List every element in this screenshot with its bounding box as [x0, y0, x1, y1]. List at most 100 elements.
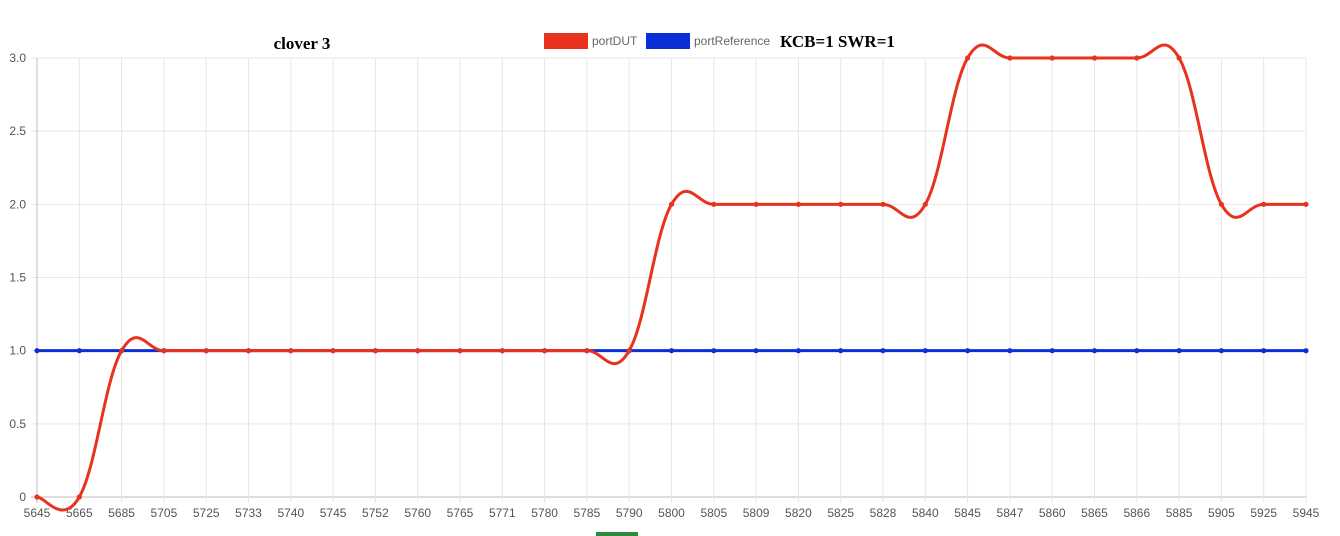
y-tick-label: 2.0 — [9, 197, 26, 211]
data-point-portreference — [1007, 348, 1013, 354]
data-point-portdut — [795, 201, 802, 207]
y-axis: 0 0.5 1.0 1.5 2.0 2.5 3.0 — [9, 51, 26, 504]
x-tick-label: 5828 — [870, 506, 897, 520]
data-point-portreference — [1303, 348, 1309, 354]
x-tick-label: 5725 — [193, 506, 220, 520]
grid — [31, 57, 1307, 503]
data-point-portdut — [965, 55, 971, 61]
data-point-portdut — [1218, 201, 1224, 207]
x-tick-label: 5745 — [320, 506, 347, 520]
data-point-portdut — [1176, 55, 1182, 61]
data-point-portdut — [753, 201, 759, 207]
data-point-portdut — [330, 348, 336, 354]
data-point-portreference — [795, 348, 802, 354]
legend: portDUT portReference — [544, 33, 770, 49]
data-point-portdut — [245, 348, 252, 354]
x-tick-label: 5733 — [235, 506, 262, 520]
data-point-portdut — [372, 348, 378, 354]
data-point-portdut — [542, 348, 548, 354]
x-tick-label: 5780 — [531, 506, 558, 520]
legend-swatch-portreference[interactable] — [646, 33, 690, 49]
data-point-portdut — [584, 348, 590, 354]
data-point-portdut — [76, 494, 82, 500]
x-tick-label: 5809 — [743, 506, 770, 520]
x-tick-label: 5825 — [827, 506, 854, 520]
data-point-portreference — [34, 348, 40, 354]
x-tick-label: 5840 — [912, 506, 939, 520]
data-point-portreference — [753, 348, 759, 354]
x-tick-label: 5765 — [447, 506, 474, 520]
x-tick-label: 5847 — [997, 506, 1024, 520]
data-point-portreference — [922, 348, 928, 354]
series-points — [34, 55, 1309, 500]
data-point-portdut — [838, 201, 844, 207]
data-point-portdut — [1261, 201, 1267, 207]
x-tick-label: 5665 — [66, 506, 93, 520]
series-line-portdut — [36, 43, 1306, 512]
x-tick-label: 5866 — [1123, 506, 1150, 520]
data-point-portreference — [1049, 348, 1055, 354]
legend-swatch-portdut[interactable] — [544, 33, 588, 49]
data-point-portreference — [1218, 348, 1224, 354]
x-tick-label: 5860 — [1039, 506, 1066, 520]
legend-label-portreference[interactable]: portReference — [694, 34, 770, 48]
data-point-portreference — [76, 348, 82, 354]
x-tick-label: 5685 — [108, 506, 135, 520]
x-tick-label: 5740 — [277, 506, 304, 520]
data-point-portdut — [161, 348, 167, 354]
data-point-portdut — [1007, 55, 1013, 61]
data-point-portreference — [1176, 348, 1182, 354]
data-point-portdut — [34, 494, 40, 500]
y-tick-label: 1.5 — [9, 271, 26, 285]
data-point-portdut — [1134, 55, 1140, 61]
x-tick-label: 5885 — [1166, 506, 1193, 520]
y-tick-label: 3.0 — [9, 51, 26, 65]
data-point-portdut — [626, 348, 632, 354]
x-tick-label: 5760 — [404, 506, 431, 520]
y-tick-label: 0.5 — [9, 417, 26, 431]
data-point-portdut — [457, 348, 463, 354]
x-tick-label: 5752 — [362, 506, 389, 520]
x-tick-label: 5905 — [1208, 506, 1235, 520]
x-tick-label: 5705 — [151, 506, 178, 520]
data-point-portreference — [711, 348, 717, 354]
x-tick-label: 5771 — [489, 506, 516, 520]
scroll-indicator — [596, 532, 638, 536]
data-point-portdut — [1049, 55, 1055, 61]
x-tick-label: 5820 — [785, 506, 812, 520]
x-tick-label: 5865 — [1081, 506, 1108, 520]
data-point-portdut — [415, 348, 421, 354]
x-tick-label: 5800 — [658, 506, 685, 520]
data-point-portreference — [838, 348, 844, 354]
x-tick-label: 5645 — [24, 506, 51, 520]
x-tick-label: 5790 — [616, 506, 643, 520]
x-axis: 5645 5665 5685 5705 5725 5733 5740 5745 5752 5760… — [24, 506, 1320, 520]
data-point-portdut — [1091, 55, 1098, 61]
data-point-portdut — [119, 348, 125, 354]
legend-label-portdut[interactable]: portDUT — [592, 34, 638, 48]
y-tick-label: 2.5 — [9, 124, 26, 138]
x-tick-label: 5785 — [574, 506, 601, 520]
data-point-portreference — [1091, 348, 1098, 354]
chart-annotation: КСВ=1 SWR=1 — [780, 32, 895, 51]
data-point-portreference — [965, 348, 971, 354]
data-point-portreference — [1134, 348, 1140, 354]
y-tick-label: 1.0 — [9, 344, 26, 358]
data-point-portdut — [1303, 201, 1309, 207]
chart-title: clover 3 — [274, 34, 331, 53]
x-tick-label: 5945 — [1293, 506, 1320, 520]
data-point-portdut — [668, 201, 675, 207]
data-point-portdut — [880, 201, 886, 207]
data-point-portreference — [880, 348, 886, 354]
x-tick-label: 5925 — [1250, 506, 1277, 520]
data-point-portreference — [668, 348, 675, 354]
data-point-portdut — [922, 201, 928, 207]
x-tick-label: 5805 — [700, 506, 727, 520]
data-point-portdut — [203, 348, 209, 354]
data-point-portdut — [499, 348, 505, 354]
data-point-portreference — [1261, 348, 1267, 354]
y-tick-label: 0 — [19, 490, 26, 504]
x-tick-label: 5845 — [954, 506, 981, 520]
data-point-portdut — [288, 348, 294, 354]
